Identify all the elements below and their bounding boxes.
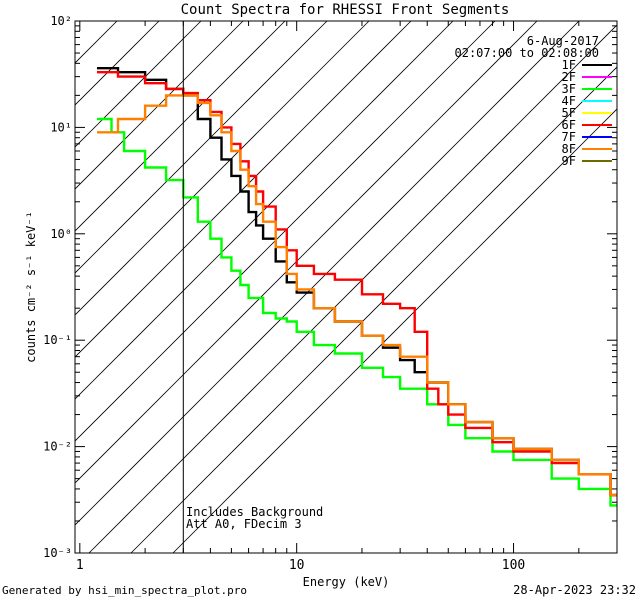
annotation-background: Includes Background	[186, 505, 323, 519]
series-layer	[97, 67, 617, 507]
y-tick-label: 10⁻¹	[43, 333, 72, 347]
x-tick-label: 10	[289, 558, 305, 573]
y-tick-label: 10⁰	[50, 227, 72, 241]
legend-label: 7F	[562, 130, 576, 144]
legend-label: 5F	[562, 106, 576, 120]
chart-title: Count Spectra for RHESSI Front Segments	[181, 2, 510, 18]
annotation-attenuator: Att A0, FDecim 3	[186, 517, 302, 531]
legend-label: 9F	[562, 154, 576, 168]
x-tick-label: 100	[502, 558, 525, 573]
legend-label: 1F	[562, 58, 576, 72]
x-tick-label: 1	[76, 558, 84, 573]
series-3f	[97, 117, 617, 507]
x-axis-label: Energy (keV)	[303, 575, 390, 589]
legend-label: 6F	[562, 118, 576, 132]
legend-label: 4F	[562, 94, 576, 108]
legend: 1F 2F 3F 4F 5F 6F 7F 8F 9F	[562, 58, 612, 168]
series-8f	[97, 94, 617, 497]
plot-frame	[74, 20, 618, 554]
date-label: 6-Aug-2017	[527, 34, 599, 48]
legend-label: 3F	[562, 82, 576, 96]
footer-generated-by: Generated by hsi_min_spectra_plot.pro	[2, 584, 247, 597]
legend-label: 8F	[562, 142, 576, 156]
y-tick-label: 10¹	[50, 120, 72, 134]
y-tick-label: 10²	[50, 14, 72, 28]
legend-label: 2F	[562, 70, 576, 84]
axis-ticks	[75, 20, 618, 554]
time-range-label: 02:07:00 to 02:08:00	[455, 46, 600, 60]
y-tick-label: 10⁻³	[43, 546, 72, 560]
y-tick-label: 10⁻²	[43, 440, 72, 454]
series-1f	[97, 67, 617, 497]
hatched-region	[75, 21, 617, 553]
series-6f	[97, 71, 617, 497]
footer-timestamp: 28-Apr-2023 23:32	[513, 583, 636, 597]
y-axis-label: counts cm⁻² s⁻¹ keV⁻¹	[24, 211, 38, 363]
